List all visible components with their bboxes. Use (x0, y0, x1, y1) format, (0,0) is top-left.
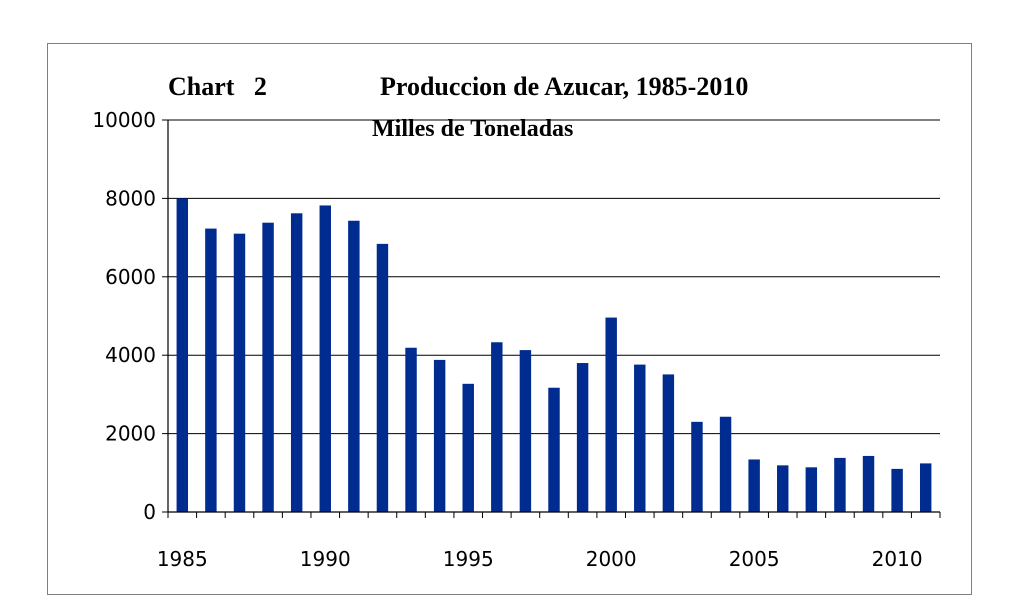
bar-2008 (834, 457, 846, 512)
bar-2010 (891, 468, 903, 512)
bar-1989 (290, 213, 303, 512)
chart-frame (47, 43, 972, 595)
x-tick-label-2005: 2005 (729, 547, 780, 571)
bar-2000 (605, 317, 617, 512)
y-tick-label-8000: 8000 (105, 186, 156, 210)
bar-2011 (919, 463, 932, 512)
bar-1986 (205, 228, 217, 513)
bar-1987 (233, 233, 246, 512)
chart-label: Chart 2 (168, 72, 267, 101)
x-tick-label-2010: 2010 (872, 547, 923, 571)
bar-2005 (748, 459, 760, 512)
bar-1991 (348, 220, 360, 512)
bar-2004 (719, 416, 732, 512)
x-tick-label-2000: 2000 (586, 547, 637, 571)
bar-2006 (777, 465, 789, 512)
y-tick-label-10000: 10000 (92, 108, 156, 132)
bar-1985 (176, 198, 189, 512)
bar-1992 (376, 243, 389, 512)
y-tick-label-4000: 4000 (105, 343, 156, 367)
gridlines (168, 119, 940, 435)
bar-1993 (405, 347, 417, 512)
x-tick-label-1985: 1985 (157, 547, 208, 571)
x-tick-label-1995: 1995 (443, 547, 494, 571)
axes: 0 2000 4000 6000 8000 10000 1985 1990 1995 2000 20… (92, 108, 941, 571)
bar-2001 (634, 364, 646, 512)
x-tick-label-1990: 1990 (300, 547, 351, 571)
bar-2003 (691, 421, 703, 512)
bar-1988 (262, 222, 274, 513)
y-tick-label-2000: 2000 (105, 422, 156, 446)
bar-1997 (519, 350, 532, 512)
bar-1998 (548, 387, 560, 512)
bar-2009 (862, 455, 875, 512)
bar-1995 (462, 383, 474, 512)
chart-subtitle: Milles de Toneladas (372, 116, 573, 142)
bar-2007 (805, 467, 818, 512)
bar-1996 (491, 342, 503, 512)
bar-1999 (576, 363, 589, 512)
bar-1994 (433, 359, 446, 512)
y-tick-label-0: 0 (143, 500, 156, 524)
y-tick-label-6000: 6000 (105, 265, 156, 289)
bar-2002 (662, 374, 675, 512)
chart-title: Produccion de Azucar, 1985-2010 (380, 72, 748, 101)
bar-1990 (319, 205, 331, 512)
bars (176, 198, 932, 513)
